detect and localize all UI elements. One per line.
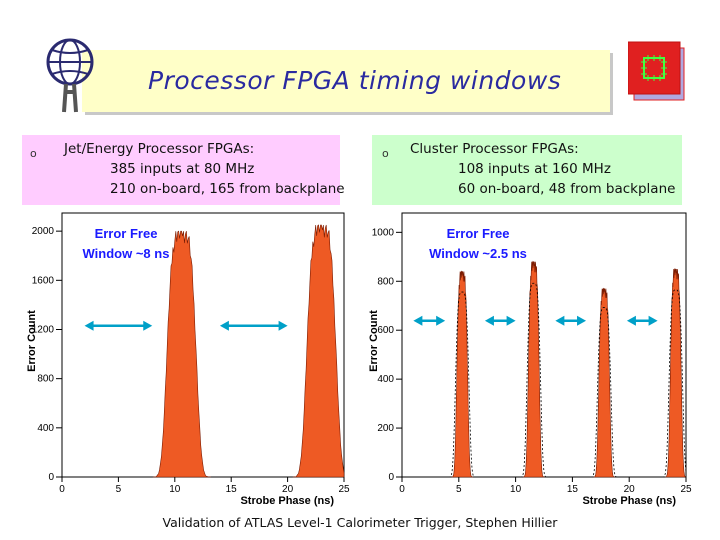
window-annotation-line2: Window ~2.5 ns bbox=[429, 246, 527, 261]
arrow-head-left bbox=[484, 315, 494, 326]
arrow-head-left bbox=[555, 315, 565, 326]
title-banner bbox=[82, 50, 610, 112]
plot-frame bbox=[61, 212, 345, 478]
jet-breakdown: 210 on-board, 165 from backplane bbox=[110, 181, 345, 197]
arrow-head-left bbox=[219, 320, 229, 331]
y-tick-label: 400 bbox=[377, 374, 394, 385]
x-tick-label: 0 bbox=[59, 484, 65, 495]
arrow-head-right bbox=[506, 315, 516, 326]
bullet: o bbox=[382, 147, 389, 160]
cluster-inputs: 108 inputs at 160 MHz bbox=[458, 161, 611, 177]
x-axis-title: Strobe Phase (ns) bbox=[582, 495, 676, 507]
plot-frame bbox=[401, 212, 687, 478]
x-tick-label: 25 bbox=[680, 484, 692, 495]
x-tick-label: 15 bbox=[226, 484, 238, 495]
reference-curve-3 bbox=[590, 307, 618, 478]
x-tick-label: 15 bbox=[567, 484, 579, 495]
x-axis-title: Strobe Phase (ns) bbox=[240, 495, 334, 507]
x-tick-label: 10 bbox=[510, 484, 522, 495]
x-tick-label: 10 bbox=[169, 484, 181, 495]
window-annotation-line1: Error Free bbox=[447, 226, 510, 241]
y-tick-label: 2000 bbox=[32, 226, 55, 237]
y-tick-label: 1200 bbox=[32, 324, 55, 335]
error-peak-4 bbox=[665, 267, 687, 478]
reference-curve-2 bbox=[520, 282, 548, 478]
y-tick-label: 0 bbox=[48, 472, 54, 483]
arrow-head-right bbox=[648, 315, 658, 326]
y-axis-title: Error Count bbox=[368, 310, 380, 372]
y-tick-label: 0 bbox=[388, 472, 394, 483]
cluster-breakdown: 60 on-board, 48 from backplane bbox=[458, 181, 676, 197]
x-tick-label: 0 bbox=[399, 484, 405, 495]
jet-inputs: 385 inputs at 80 MHz bbox=[110, 161, 255, 177]
error-peak-2 bbox=[292, 224, 345, 478]
x-tick-label: 5 bbox=[116, 484, 122, 495]
reference-curve-1 bbox=[448, 291, 476, 478]
arrow-head-right bbox=[143, 320, 153, 331]
error-peak-1 bbox=[152, 230, 211, 478]
slide-footer: Validation of ATLAS Level-1 Calorimeter … bbox=[162, 515, 558, 530]
arrow-head-right bbox=[577, 315, 587, 326]
arrow-head-right bbox=[436, 315, 446, 326]
window-annotation-line1: Error Free bbox=[95, 226, 158, 241]
y-tick-label: 600 bbox=[377, 325, 394, 336]
cluster-heading: Cluster Processor FPGAs: bbox=[410, 141, 579, 157]
arrow-head-left bbox=[84, 320, 94, 331]
bullet: o bbox=[30, 147, 37, 160]
y-tick-label: 1600 bbox=[32, 275, 55, 286]
slide-title: Processor FPGA timing windows bbox=[148, 66, 562, 95]
x-tick-label: 20 bbox=[624, 484, 636, 495]
window-annotation-line2: Window ~8 ns bbox=[83, 246, 170, 261]
y-tick-label: 800 bbox=[377, 276, 394, 287]
y-tick-label: 200 bbox=[377, 423, 394, 434]
cluster-processor-panel: o Cluster Processor FPGAs: 108 inputs at… bbox=[372, 135, 682, 205]
reference-curve-4 bbox=[662, 289, 687, 478]
x-tick-label: 25 bbox=[338, 484, 350, 495]
arrow-head-left bbox=[626, 315, 636, 326]
x-tick-label: 20 bbox=[282, 484, 294, 495]
y-tick-label: 800 bbox=[37, 374, 54, 385]
x-tick-label: 5 bbox=[456, 484, 462, 495]
error-peak-3 bbox=[593, 287, 616, 478]
y-tick-label: 400 bbox=[37, 423, 54, 434]
y-axis-title: Error Count bbox=[26, 310, 38, 372]
corner-logo-icon bbox=[628, 41, 685, 101]
error-peak-2 bbox=[523, 260, 545, 478]
error-peak-1 bbox=[451, 270, 474, 478]
jet-energy-panel: o Jet/Energy Processor FPGAs: 385 inputs… bbox=[22, 135, 345, 205]
arrow-head-left bbox=[413, 315, 423, 326]
jet-heading: Jet/Energy Processor FPGAs: bbox=[64, 141, 255, 157]
atlas-logo-icon bbox=[46, 38, 94, 113]
arrow-head-right bbox=[278, 320, 288, 331]
y-tick-label: 1000 bbox=[372, 227, 395, 238]
